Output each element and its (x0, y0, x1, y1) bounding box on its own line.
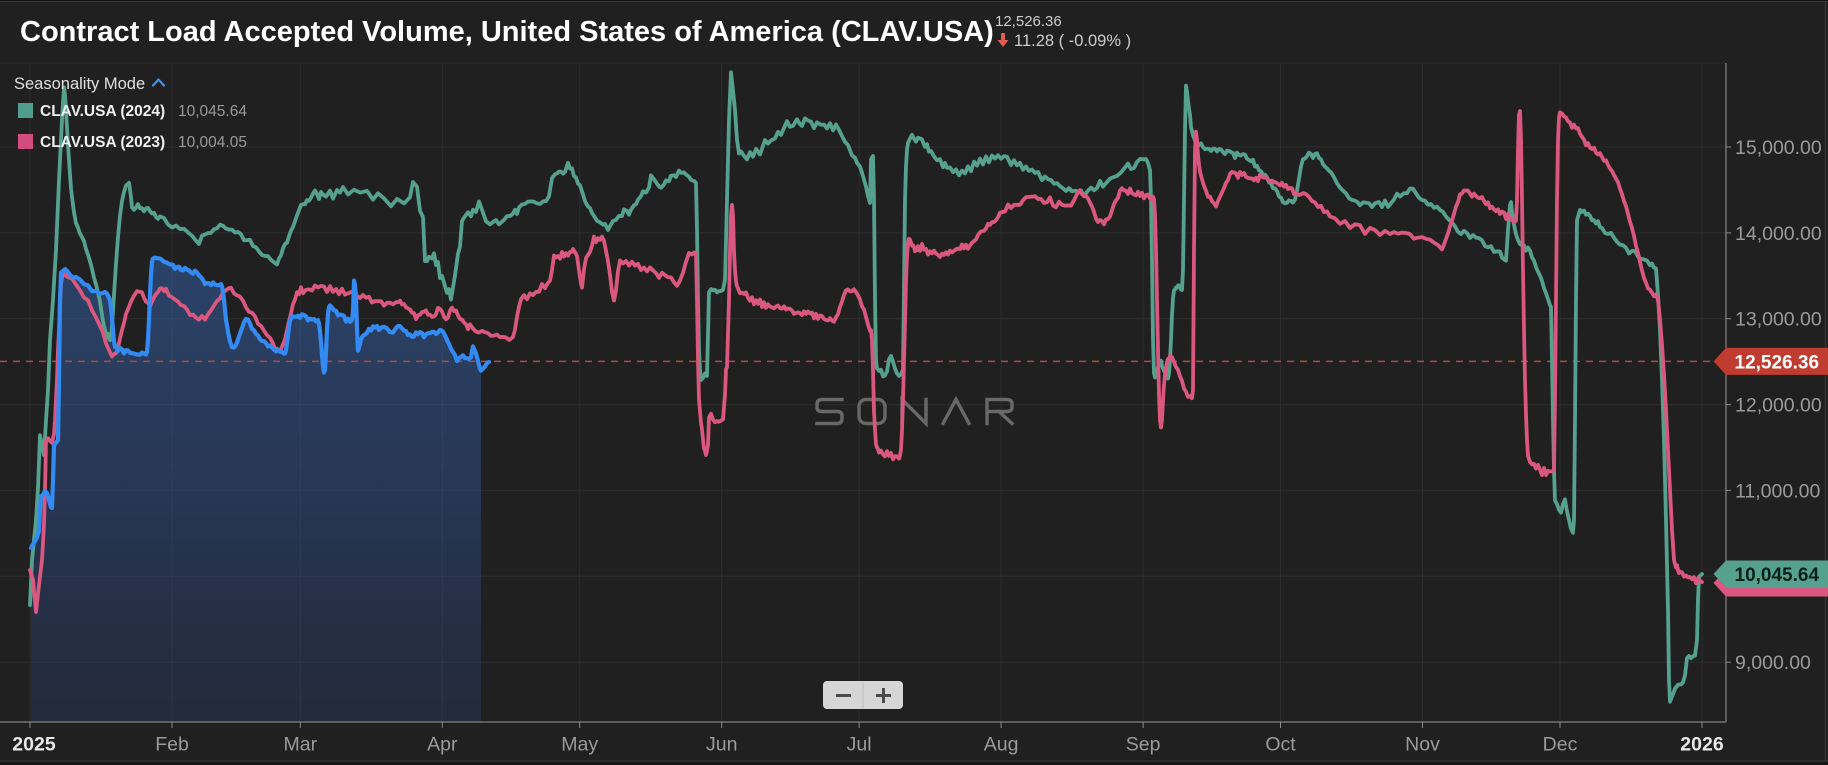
svg-text:Mar: Mar (284, 734, 318, 756)
svg-text:15,000.00: 15,000.00 (1735, 137, 1822, 159)
svg-text:Aug: Aug (984, 734, 1019, 756)
svg-text:Dec: Dec (1543, 734, 1578, 756)
svg-text:Sep: Sep (1126, 734, 1161, 756)
svg-text:Oct: Oct (1265, 734, 1296, 756)
svg-text:Jul: Jul (847, 734, 872, 756)
svg-text:10,004.05: 10,004.05 (178, 134, 247, 151)
svg-text:Seasonality Mode: Seasonality Mode (14, 75, 145, 93)
svg-text:12,526.36: 12,526.36 (1735, 352, 1820, 373)
svg-text:2025: 2025 (12, 734, 56, 756)
svg-text:Feb: Feb (155, 734, 189, 756)
svg-text:Apr: Apr (427, 734, 458, 756)
svg-text:Contract Load Accepted Volume,: Contract Load Accepted Volume, United St… (20, 16, 994, 48)
svg-text:11,000.00: 11,000.00 (1735, 480, 1820, 502)
svg-text:10,045.64: 10,045.64 (178, 103, 247, 120)
svg-text:12,000.00: 12,000.00 (1735, 395, 1822, 417)
svg-text:Nov: Nov (1405, 734, 1440, 756)
svg-text:Jun: Jun (706, 734, 737, 756)
svg-text:14,000.00: 14,000.00 (1735, 223, 1822, 245)
svg-text:13,000.00: 13,000.00 (1735, 309, 1822, 331)
svg-text:10,045.64: 10,045.64 (1735, 565, 1820, 586)
svg-text:CLAV.USA (2023): CLAV.USA (2023) (40, 134, 165, 151)
svg-text:11.28 ( -0.09% ): 11.28 ( -0.09% ) (1014, 32, 1131, 50)
svg-text:12,526.36: 12,526.36 (995, 13, 1062, 30)
svg-text:2026: 2026 (1680, 734, 1724, 756)
svg-text:May: May (561, 734, 598, 756)
svg-text:CLAV.USA (2024): CLAV.USA (2024) (40, 103, 165, 120)
svg-text:9,000.00: 9,000.00 (1735, 652, 1811, 674)
